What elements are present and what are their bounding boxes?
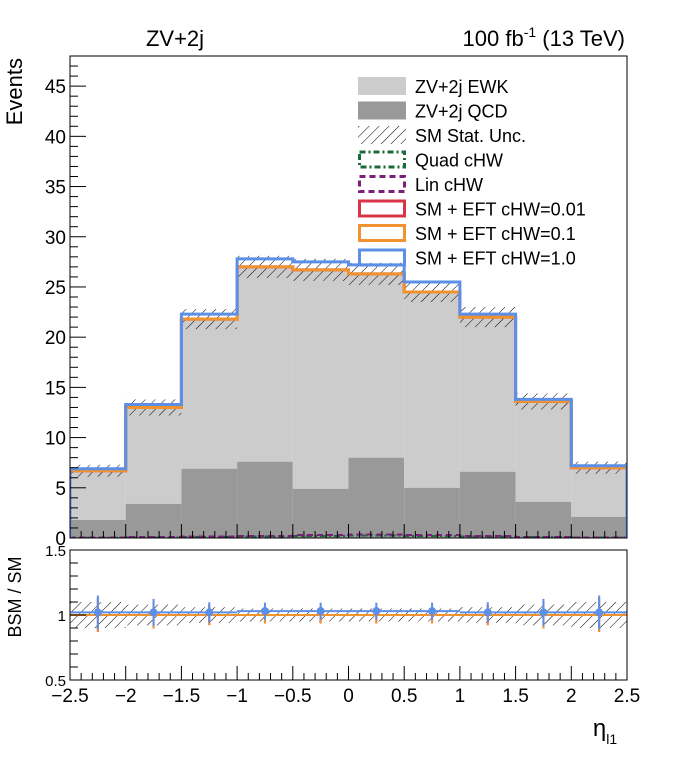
legend-label: SM + EFT cHW=1.0	[415, 249, 576, 269]
y-tick-label: 0	[55, 529, 66, 550]
x-tick-label: 2	[566, 686, 577, 707]
ratio-xlabel-main: η	[593, 715, 606, 742]
y-tick-label: 5	[55, 479, 66, 500]
qcd-bar	[348, 457, 405, 538]
x-tick-label: −2	[115, 686, 137, 707]
legend-label: SM + EFT cHW=0.1	[415, 224, 576, 244]
ratio-point	[372, 607, 381, 616]
y-tick-label: 20	[45, 328, 66, 349]
ewk-bar	[292, 269, 349, 489]
legend: ZV+2j EWK ZV+2j QCD SM Stat. Unc. Quad cHW L…	[358, 77, 586, 269]
legend-swatch-line	[358, 199, 406, 218]
ewk-bar	[515, 401, 572, 502]
legend-swatch-line	[358, 224, 406, 242]
ratio-point	[260, 607, 269, 616]
ratio-point	[316, 607, 325, 616]
title-energy: (13 TeV)	[536, 26, 625, 51]
legend-swatch-line	[358, 248, 406, 267]
ratio-point	[539, 608, 548, 617]
legend-label: ZV+2j EWK	[415, 77, 509, 97]
x-tick-label: 1	[455, 686, 466, 707]
y-tick-label: 40	[45, 127, 66, 148]
ratio-y-tick-label: 1	[58, 608, 66, 625]
legend-label: SM + EFT cHW=0.01	[415, 200, 586, 220]
title-right: 100 fb-1 (13 TeV)	[463, 24, 625, 51]
legend-label: Quad cHW	[415, 151, 503, 171]
series-line-sm-eft-chw-1-0	[70, 257, 627, 538]
qcd-bar	[237, 461, 293, 538]
title-left: ZV+2j	[146, 26, 204, 51]
main-ylabel: Events	[2, 58, 27, 125]
title-lumi: 100 fb	[463, 26, 524, 51]
qcd-bar	[292, 488, 349, 538]
legend-swatch-line	[358, 150, 406, 169]
ewk-bar	[404, 291, 460, 488]
x-tick-label: −1.5	[163, 686, 201, 707]
qcd-bar	[515, 501, 572, 538]
ratio-ylabel: BSM / SM	[5, 556, 25, 637]
ewk-bar	[348, 273, 405, 458]
legend-swatch-fill	[358, 77, 406, 95]
x-tick-label: −2.5	[51, 686, 89, 707]
y-tick-label: 25	[45, 278, 66, 299]
x-tick-label: −1	[226, 686, 248, 707]
legend-swatch-fill	[358, 101, 406, 120]
x-tick-label: −0.5	[274, 686, 312, 707]
ratio-point	[483, 608, 492, 617]
title-lumi-exp: -1	[524, 24, 537, 40]
qcd-bar	[181, 468, 238, 538]
ewk-bar	[571, 467, 627, 517]
ratio-point	[595, 608, 604, 617]
ratio-point	[93, 608, 102, 617]
ratio-point	[428, 607, 437, 616]
ewk-bar	[237, 266, 293, 462]
ewk-bar	[459, 317, 516, 472]
x-tick-label: 0.5	[391, 686, 417, 707]
ewk-bar	[125, 407, 182, 504]
qcd-bar	[404, 487, 460, 538]
ratio-y-tick-label: 1.5	[45, 543, 66, 560]
ratio-xlabel: ηl1	[593, 715, 617, 747]
ratio-point	[205, 608, 214, 617]
qcd-bar	[459, 471, 516, 538]
y-tick-label: 15	[45, 378, 66, 399]
legend-label: SM Stat. Unc.	[415, 126, 526, 146]
ratio-plot: 0.5 1 1.5 −2.5 −2 −1.5 −1 −0.5 0 0.5 1 1.5 2 2.5 BSM…	[5, 543, 640, 747]
ewk-bar	[181, 319, 238, 469]
ratio-xlabel-sub: l1	[606, 731, 617, 747]
y-tick-label: 30	[45, 228, 66, 249]
ewk-bar	[70, 470, 126, 520]
x-tick-label: 2.5	[614, 686, 640, 707]
y-tick-label: 10	[45, 429, 66, 450]
legend-label: Lin cHW	[415, 175, 483, 195]
legend-swatch-hatch	[358, 126, 406, 144]
y-tick-label: 35	[45, 178, 66, 199]
qcd-bar	[70, 519, 126, 538]
x-tick-label: 1.5	[502, 686, 528, 707]
x-tick-label: 0	[343, 686, 354, 707]
legend-swatch-line	[358, 175, 406, 193]
legend-label: ZV+2j QCD	[415, 102, 508, 122]
qcd-bar	[571, 516, 627, 538]
ratio-y-tick-label: 0.5	[45, 673, 66, 690]
ratio-point	[149, 608, 158, 617]
qcd-bar	[125, 503, 182, 538]
y-tick-label: 45	[45, 77, 66, 98]
series-line-sm-eft-chw-0-1	[70, 265, 627, 538]
